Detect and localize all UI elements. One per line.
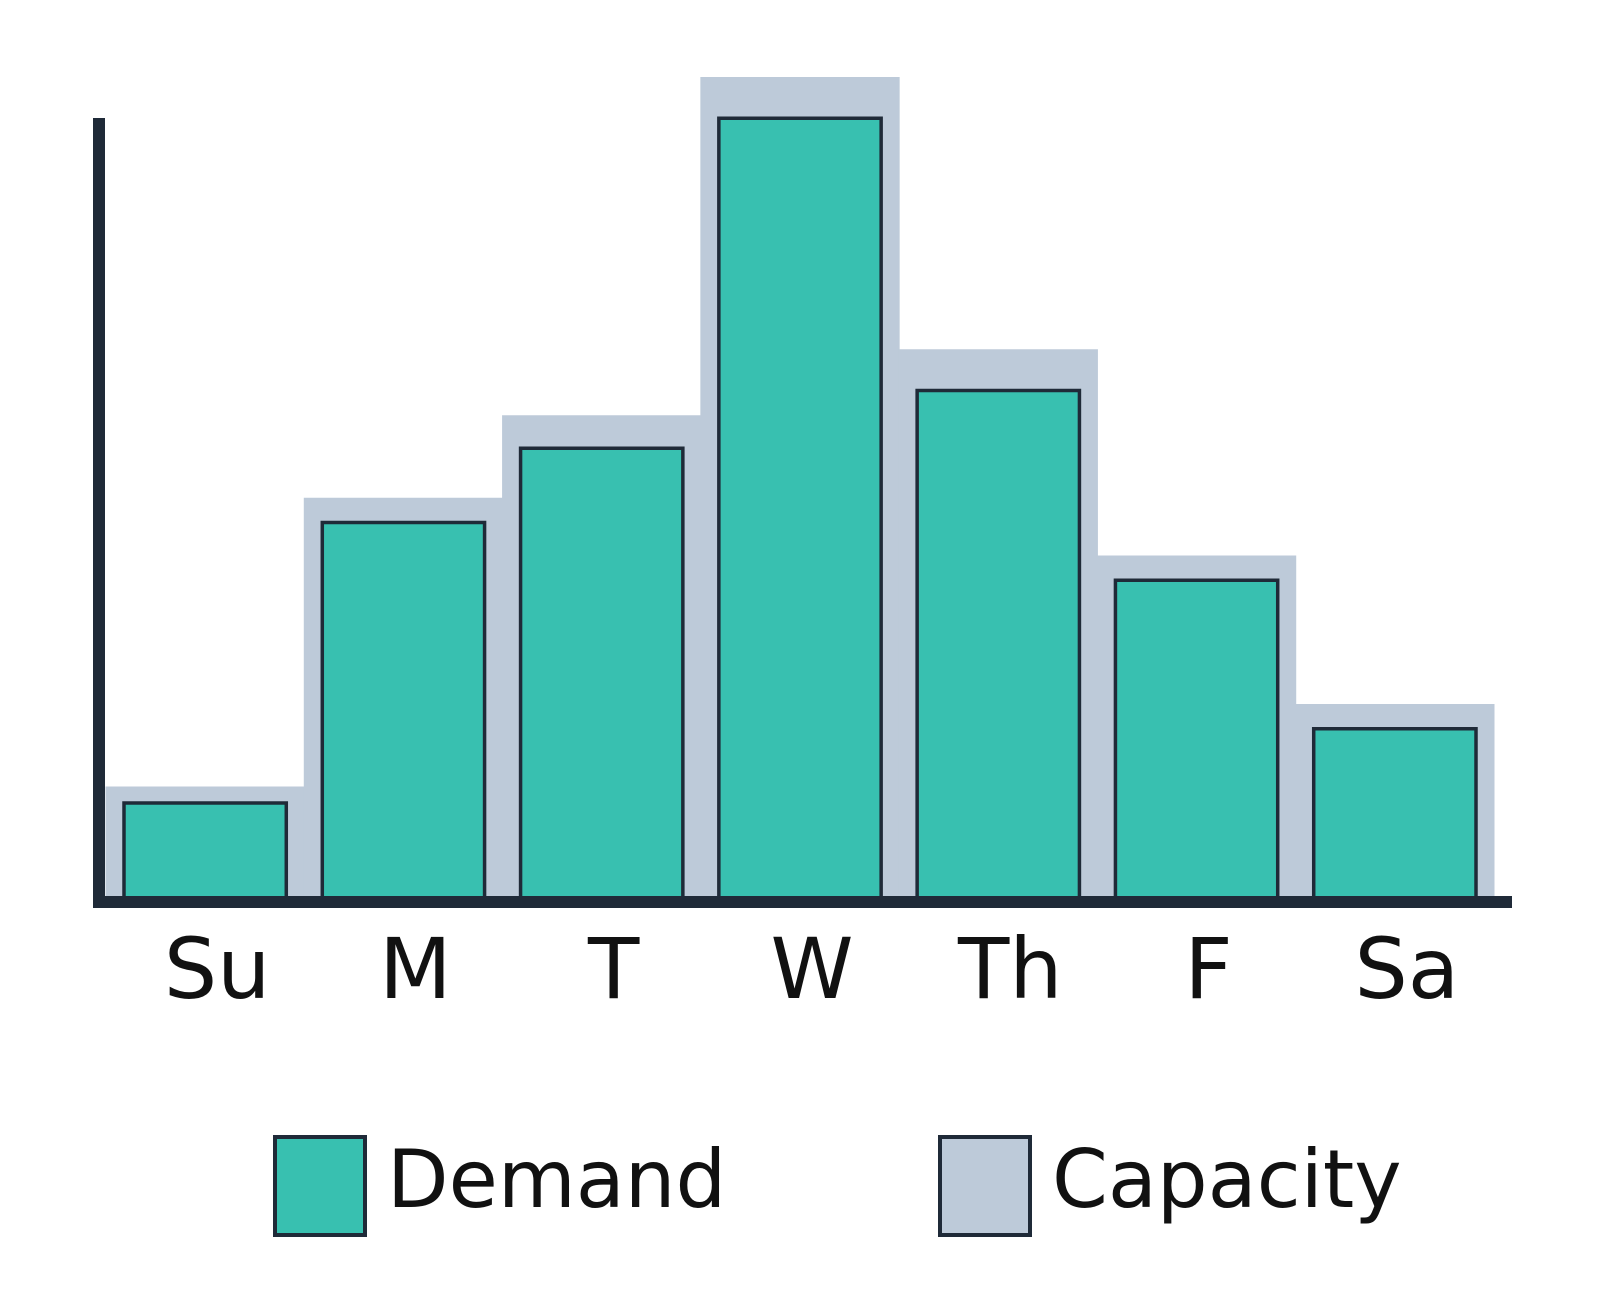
legend-swatch xyxy=(938,1135,1032,1237)
legend-swatch xyxy=(273,1135,367,1237)
x-tick-label: T xyxy=(587,920,640,1018)
x-tick-label: W xyxy=(770,920,853,1018)
demand-bar xyxy=(1311,727,1478,904)
demand-bar xyxy=(320,520,487,904)
demand-bar xyxy=(717,116,883,904)
x-tick-label: Sa xyxy=(1354,920,1459,1018)
legend-label: Capacity xyxy=(1052,1133,1402,1226)
x-tick-label: Th xyxy=(957,920,1063,1018)
x-tick-label: Su xyxy=(164,920,271,1018)
demand-bar xyxy=(518,446,685,904)
demand-bar xyxy=(915,388,1082,904)
x-tick-label: F xyxy=(1184,920,1232,1018)
demand-bar xyxy=(1113,578,1280,904)
x-tick-label: M xyxy=(379,920,451,1018)
legend-label: Demand xyxy=(387,1133,726,1226)
demand-bar xyxy=(122,801,289,904)
